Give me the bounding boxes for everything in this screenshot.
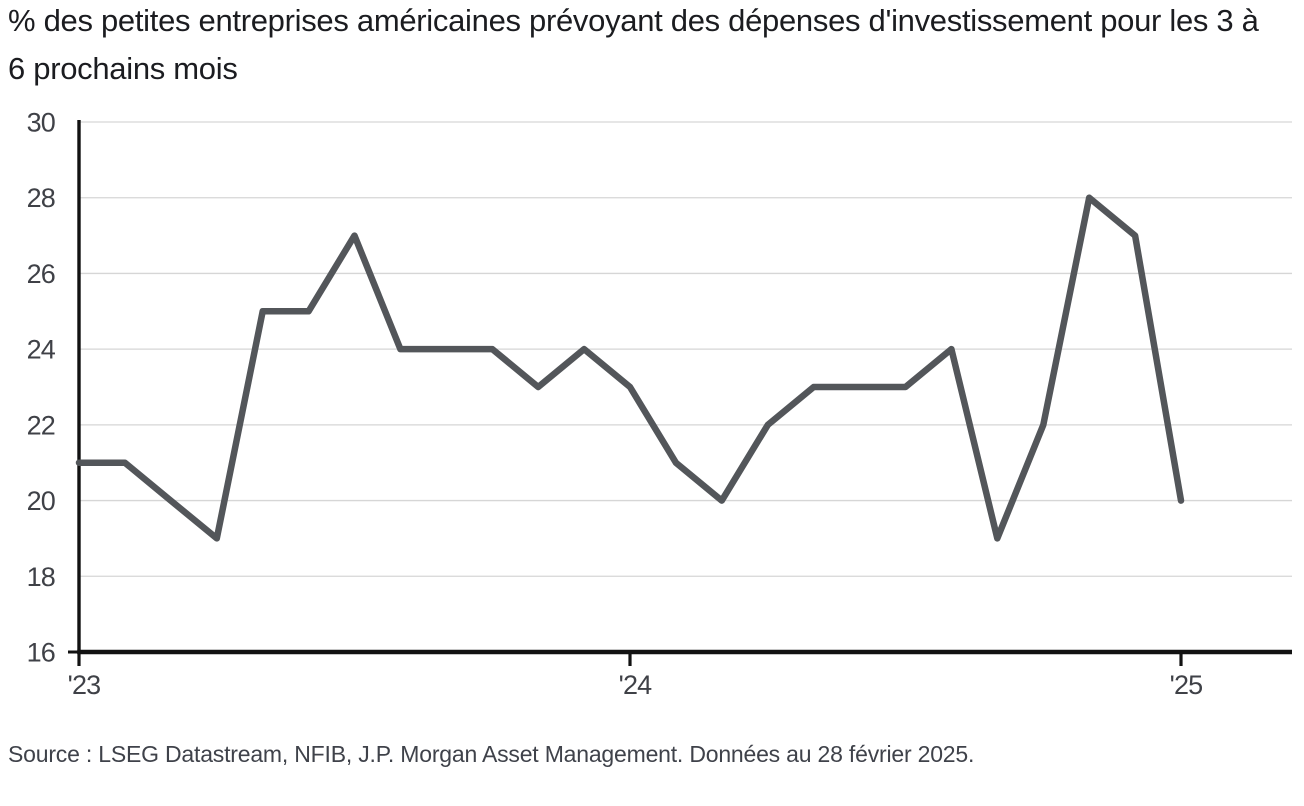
x-axis-tick-label: '24 xyxy=(619,670,653,700)
y-axis-tick-label: 22 xyxy=(27,410,55,440)
y-axis-tick-label: 18 xyxy=(27,562,55,592)
x-axis-tick-label: '23 xyxy=(68,670,101,700)
chart-title: % des petites entreprises américaines pr… xyxy=(8,3,1259,86)
x-axis-tick-label: '25 xyxy=(1170,670,1203,700)
y-axis-tick-label: 28 xyxy=(27,183,55,213)
y-axis-tick-label: 26 xyxy=(27,259,55,289)
y-axis-tick-label: 30 xyxy=(27,108,55,138)
data-line xyxy=(75,194,1185,542)
y-axis-tick-label: 20 xyxy=(27,486,55,516)
source-note: Source : LSEG Datastream, NFIB, J.P. Mor… xyxy=(8,741,975,767)
y-axis-tick-label: 16 xyxy=(27,638,55,668)
y-axis-tick-label: 24 xyxy=(27,335,56,365)
